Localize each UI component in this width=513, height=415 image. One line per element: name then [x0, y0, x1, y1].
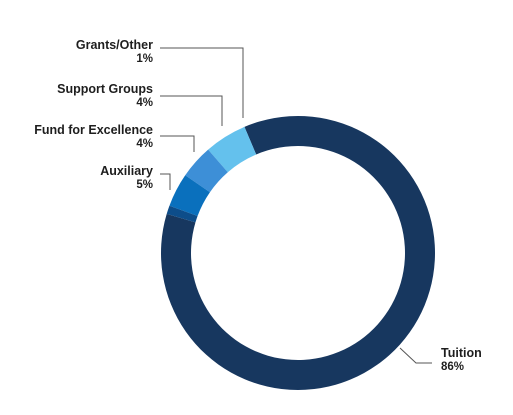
value-label-support-groups: 4% [136, 97, 153, 109]
slice-support-groups [169, 175, 210, 217]
leader-lines [160, 47, 432, 364]
leader-tuition [399, 347, 432, 364]
label-grants-other: Grants/Other [76, 38, 153, 52]
label-fund-for-excellence: Fund for Excellence [34, 123, 153, 137]
value-label-grants-other: 1% [136, 53, 153, 65]
slice-auxiliary [208, 126, 257, 173]
leader-fund-for-excellence [160, 135, 195, 152]
slice-fund-for-excellence [185, 149, 228, 193]
value-label-fund-for-excellence: 4% [136, 138, 153, 150]
label-auxiliary: Auxiliary [100, 164, 153, 178]
leader-support-groups [160, 95, 223, 126]
slice-grants-other [166, 205, 198, 223]
leader-grants-other [160, 47, 244, 118]
donut-slices [160, 116, 435, 391]
label-tuition: Tuition [441, 346, 482, 360]
leader-auxiliary [160, 173, 171, 190]
value-label-tuition: 86% [441, 361, 464, 373]
label-support-groups: Support Groups [57, 82, 153, 96]
value-label-auxiliary: 5% [136, 179, 153, 191]
